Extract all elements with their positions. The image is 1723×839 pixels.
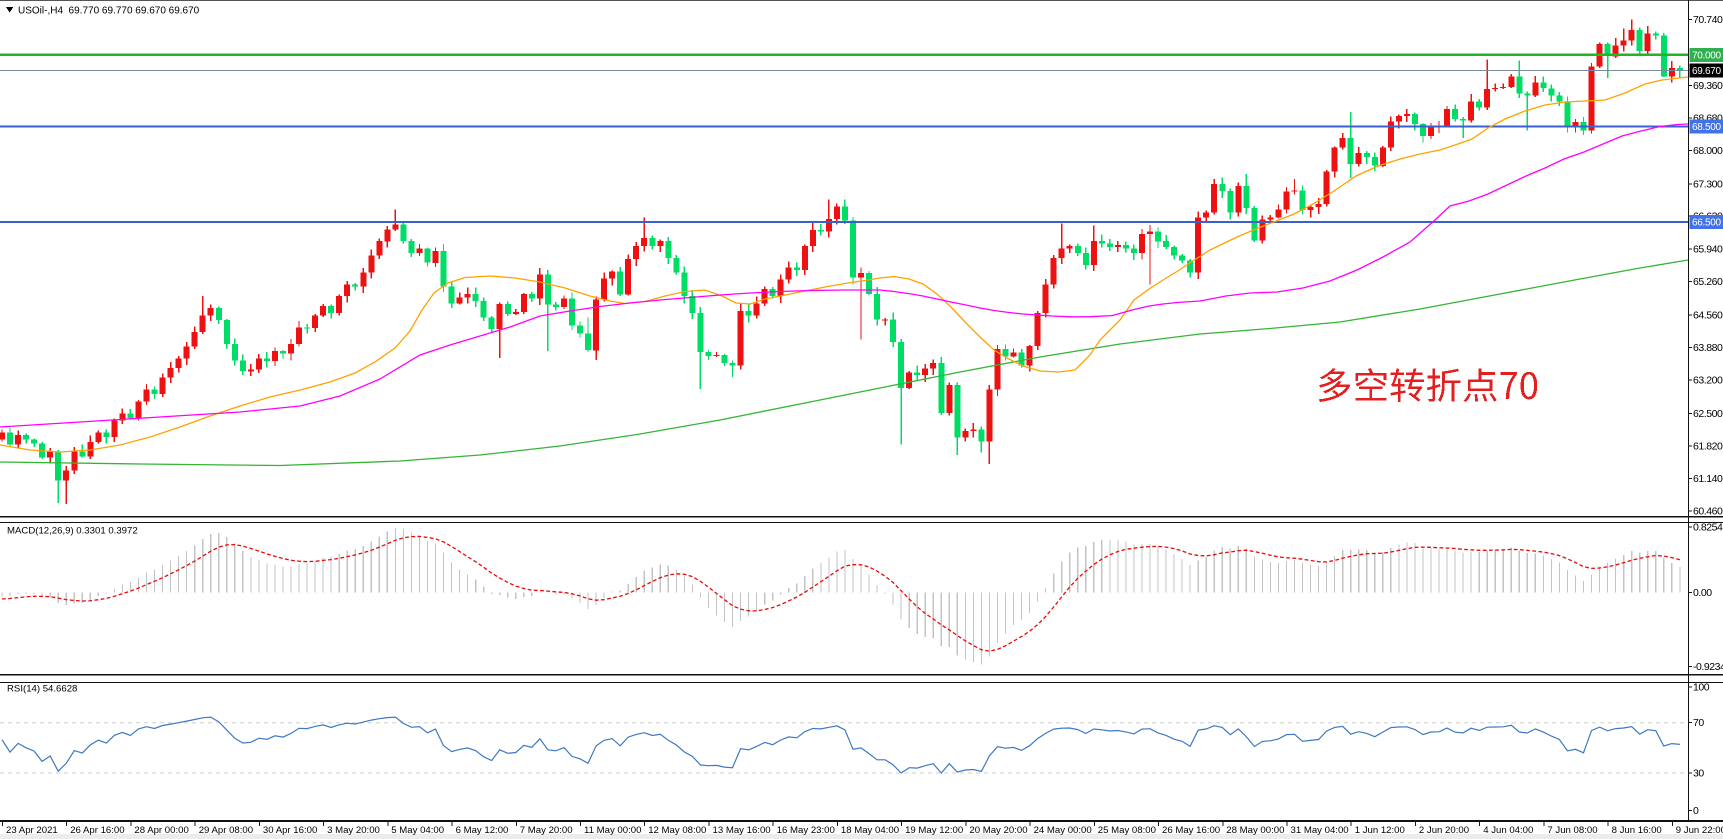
svg-text:RSI(14) 54.6628: RSI(14) 54.6628 (7, 684, 77, 695)
svg-text:28 May 00:00: 28 May 00:00 (1226, 825, 1284, 836)
svg-text:26 May 16:00: 26 May 16:00 (1162, 825, 1220, 836)
svg-text:62.500: 62.500 (1693, 408, 1723, 420)
svg-text:8 Jun 16:00: 8 Jun 16:00 (1612, 825, 1662, 836)
svg-text:30: 30 (1693, 768, 1704, 780)
svg-text:2 Jun 20:00: 2 Jun 20:00 (1419, 825, 1469, 836)
svg-text:70.740: 70.740 (1693, 14, 1723, 26)
svg-text:12 May 08:00: 12 May 08:00 (648, 825, 706, 836)
svg-text:9 Jun 22:00: 9 Jun 22:00 (1676, 825, 1723, 836)
svg-text:28 Apr 00:00: 28 Apr 00:00 (134, 825, 188, 836)
svg-text:0.8254: 0.8254 (1693, 522, 1723, 534)
svg-text:19 May 12:00: 19 May 12:00 (905, 825, 963, 836)
svg-text:29 Apr 08:00: 29 Apr 08:00 (199, 825, 253, 836)
svg-text:MACD(12,26,9) 0.3301 0.3972: MACD(12,26,9) 0.3301 0.3972 (7, 526, 138, 537)
svg-text:4 Jun 04:00: 4 Jun 04:00 (1483, 825, 1533, 836)
svg-text:23 Apr 2021: 23 Apr 2021 (6, 825, 58, 836)
svg-text:100: 100 (1693, 682, 1710, 694)
svg-text:64.560: 64.560 (1693, 309, 1723, 321)
svg-text:65.940: 65.940 (1693, 243, 1723, 255)
svg-text:69.360: 69.360 (1693, 80, 1723, 92)
svg-text:61.140: 61.140 (1693, 473, 1723, 485)
svg-text:20 May 20:00: 20 May 20:00 (969, 825, 1027, 836)
svg-text:69.670: 69.670 (1692, 66, 1722, 77)
svg-text:USOil-,H4 69.770 69.770 69.67: USOil-,H4 69.770 69.770 69.670 69.670 (18, 6, 200, 17)
svg-text:66.500: 66.500 (1692, 218, 1722, 229)
svg-text:30 Apr 16:00: 30 Apr 16:00 (263, 825, 317, 836)
svg-text:68.500: 68.500 (1692, 122, 1722, 133)
svg-text:70: 70 (1693, 717, 1704, 729)
svg-text:67.300: 67.300 (1693, 178, 1723, 190)
svg-text:25 May 08:00: 25 May 08:00 (1098, 825, 1156, 836)
svg-text:63.200: 63.200 (1693, 374, 1723, 386)
svg-text:-0.9234: -0.9234 (1693, 661, 1723, 673)
svg-text:0: 0 (1693, 805, 1699, 817)
svg-text:7 May 20:00: 7 May 20:00 (520, 825, 573, 836)
svg-text:60.460: 60.460 (1693, 505, 1723, 517)
svg-text:16 May 23:00: 16 May 23:00 (777, 825, 835, 836)
svg-text:31 May 04:00: 31 May 04:00 (1291, 825, 1349, 836)
svg-text:13 May 16:00: 13 May 16:00 (713, 825, 771, 836)
svg-text:11 May 00:00: 11 May 00:00 (584, 825, 641, 836)
svg-text:63.880: 63.880 (1693, 342, 1723, 354)
svg-text:68.000: 68.000 (1693, 145, 1723, 157)
svg-text:26 Apr 16:00: 26 Apr 16:00 (70, 825, 124, 836)
svg-text:18 May 04:00: 18 May 04:00 (841, 825, 899, 836)
svg-text:3 May 20:00: 3 May 20:00 (327, 825, 380, 836)
svg-text:1 Jun 12:00: 1 Jun 12:00 (1355, 825, 1405, 836)
svg-text:5 May 04:00: 5 May 04:00 (391, 825, 444, 836)
svg-text:61.820: 61.820 (1693, 440, 1723, 452)
svg-text:24 May 00:00: 24 May 00:00 (1034, 825, 1092, 836)
svg-text:65.260: 65.260 (1693, 276, 1723, 288)
svg-text:70.000: 70.000 (1692, 50, 1722, 61)
svg-text:6 May 12:00: 6 May 12:00 (456, 825, 509, 836)
svg-text:0.00: 0.00 (1693, 587, 1712, 599)
svg-text:7 Jun 08:00: 7 Jun 08:00 (1547, 825, 1597, 836)
